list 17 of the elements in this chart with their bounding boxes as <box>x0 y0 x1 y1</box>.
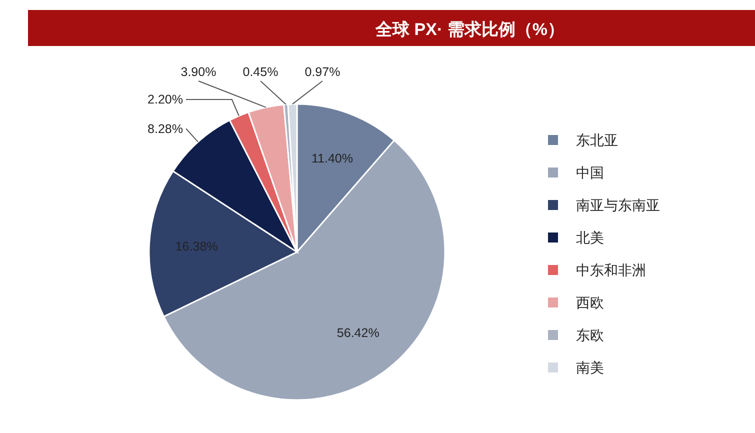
legend-label: 中东和非洲 <box>576 262 646 278</box>
data-label: 2.20% <box>148 92 183 107</box>
legend-label: 东欧 <box>576 327 604 343</box>
data-label: 16.38% <box>175 240 218 254</box>
data-label: 3.90% <box>180 65 216 79</box>
legend-label: 东北亚 <box>576 132 618 148</box>
data-label: 56.42% <box>336 326 380 340</box>
legend-label: 北美 <box>576 230 604 246</box>
data-label: 0.97% <box>304 65 340 79</box>
legend-label: 中国 <box>576 164 604 180</box>
data-label: 11.40% <box>312 152 354 166</box>
legend-label: 南美 <box>576 360 604 376</box>
legend-label: 西欧 <box>576 294 604 310</box>
chart-title: 全球 PX· 需求比例（%） <box>374 20 564 39</box>
data-label: 8.28% <box>148 122 183 136</box>
data-label: 0.45% <box>242 65 278 79</box>
legend-label: 南亚与东南亚 <box>576 197 660 213</box>
